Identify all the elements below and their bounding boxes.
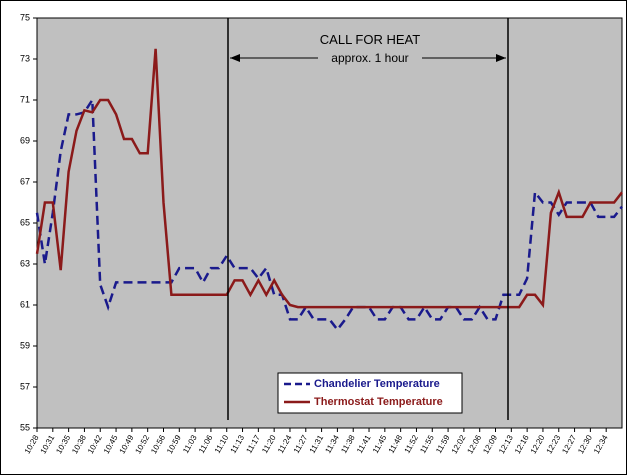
y-tick-label: 65 — [20, 217, 30, 227]
y-tick-label: 73 — [20, 53, 30, 63]
series-line — [35, 48, 623, 309]
y-tick-label: 71 — [20, 94, 30, 104]
y-tick-label: 63 — [20, 258, 30, 268]
legend-box — [277, 372, 463, 414]
arrowhead-right — [496, 54, 506, 62]
marks — [35, 48, 623, 332]
series-line — [35, 96, 623, 332]
legend-label: Chandelier Temperature — [314, 378, 440, 390]
y-tick-label: 75 — [20, 12, 30, 22]
arrowhead-left — [230, 54, 240, 62]
legend-label: Thermostat Temperature — [314, 396, 443, 408]
legend: Chandelier Temperature Thermostat Tempera… — [277, 372, 463, 414]
y-tick-label: 67 — [20, 176, 30, 186]
y-tick-label: 61 — [20, 299, 30, 309]
annotation: approx. 1 hour — [331, 51, 408, 65]
y-tick-label: 59 — [20, 340, 30, 350]
y-tick-label: 69 — [20, 135, 30, 145]
y-tick-label: 57 — [20, 381, 30, 391]
y-tick-label: 55 — [20, 422, 30, 432]
plot-area — [36, 17, 623, 429]
annotation: CALL FOR HEAT — [320, 32, 420, 47]
